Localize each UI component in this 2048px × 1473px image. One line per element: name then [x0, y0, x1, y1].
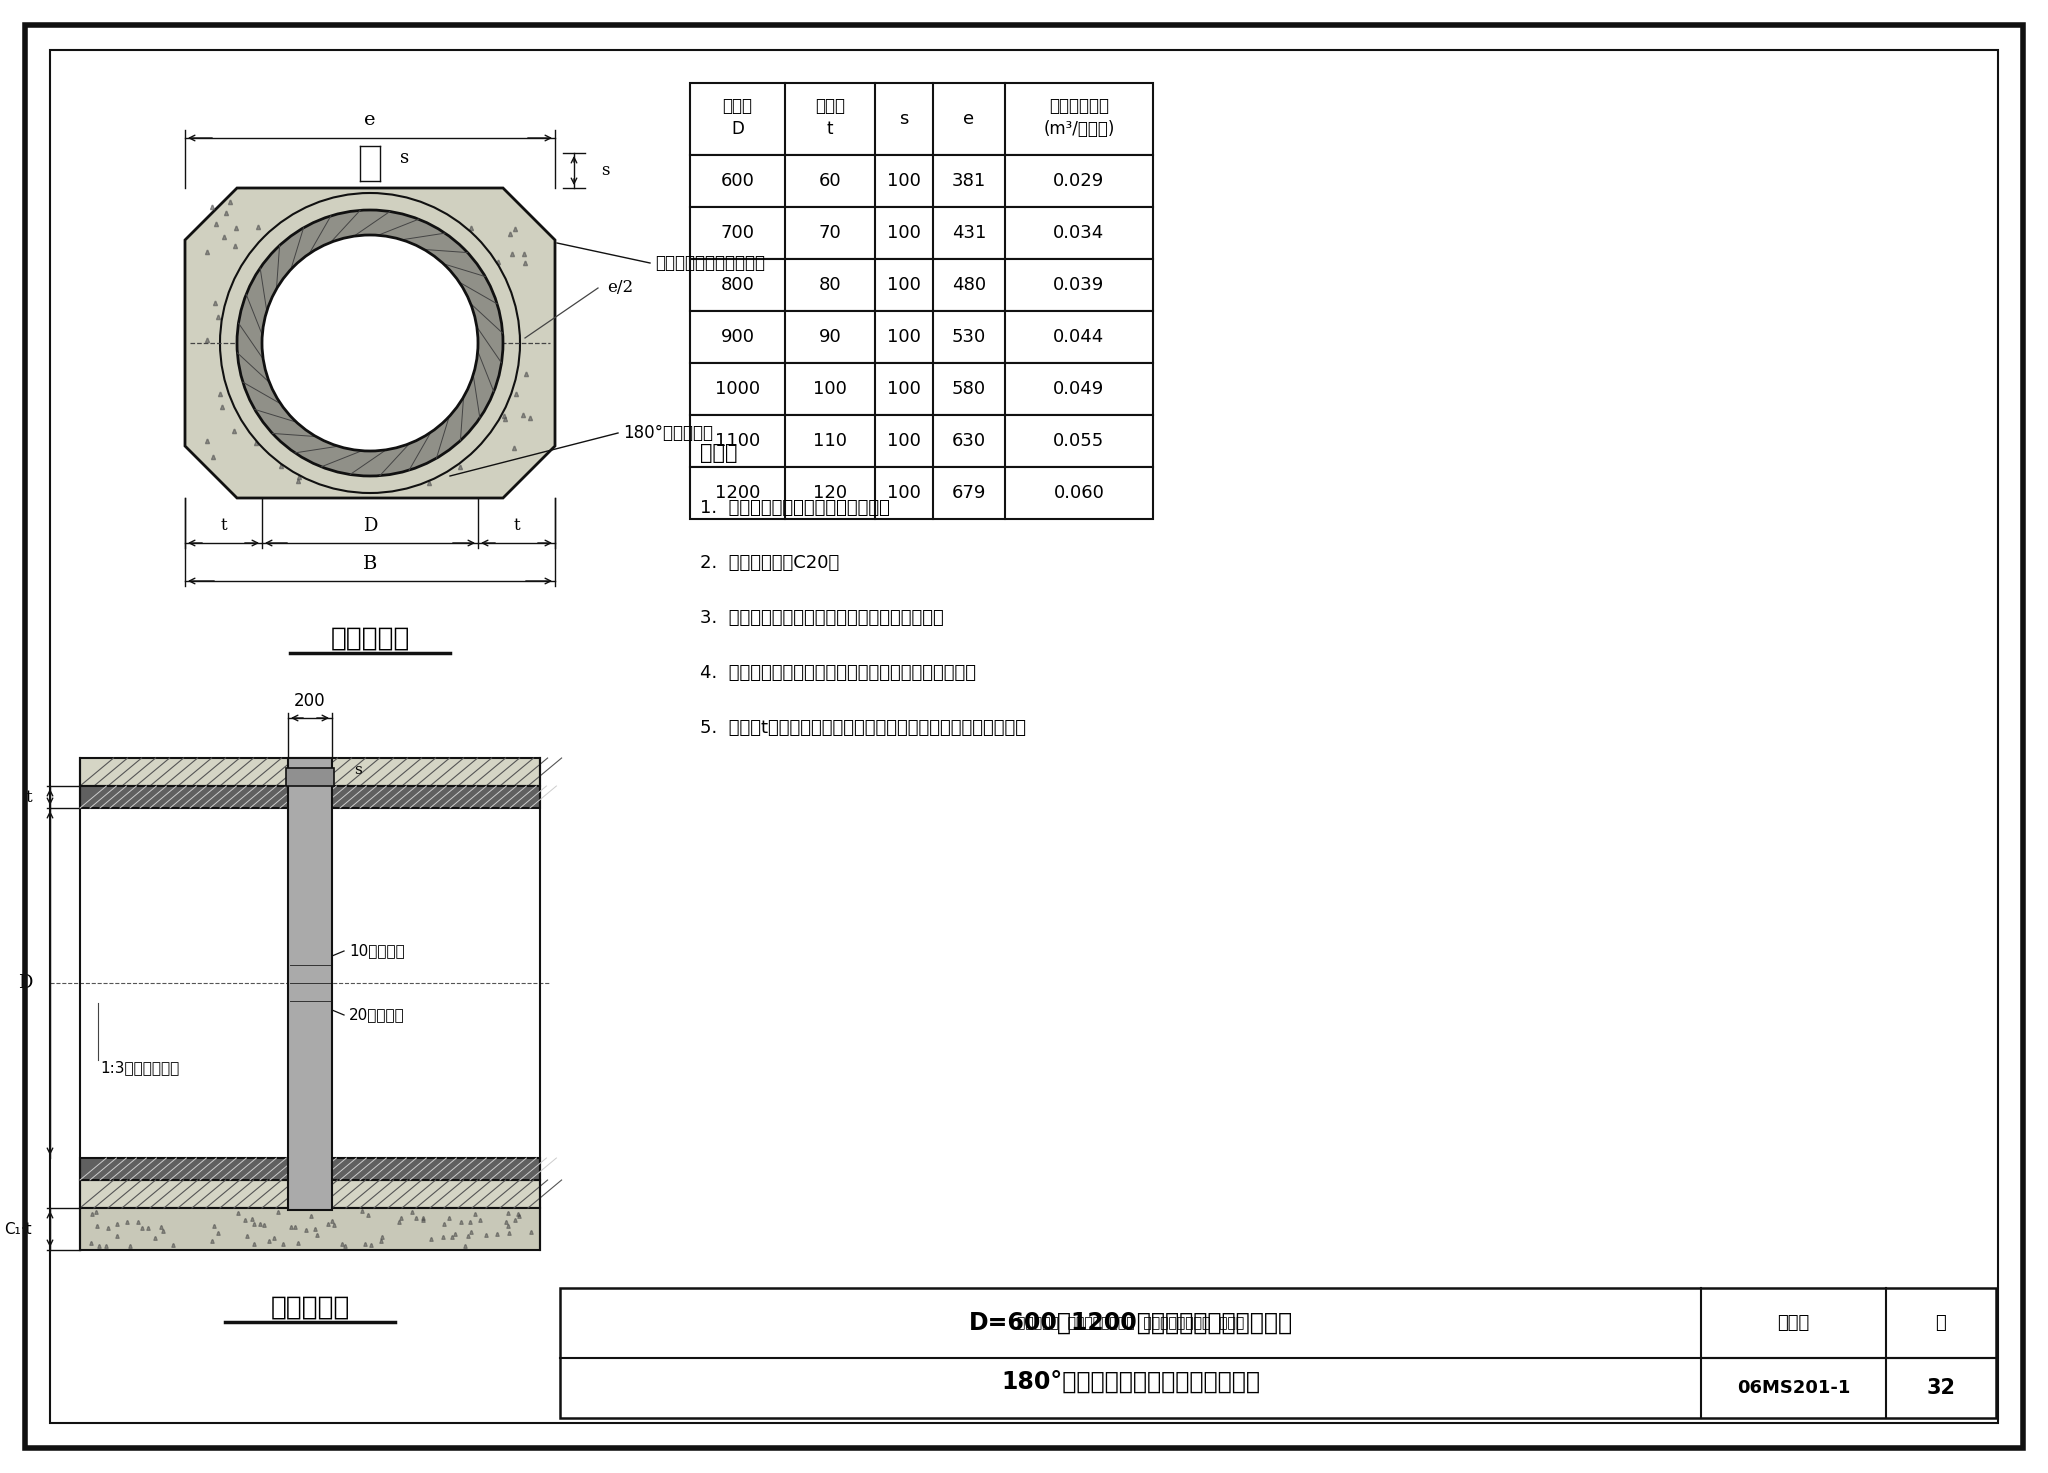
Text: 3.  在现浇套环宽度内管外壁凿毛、刷净、润湿。: 3. 在现浇套环宽度内管外壁凿毛、刷净、润湿。	[700, 608, 944, 627]
Text: 100: 100	[887, 328, 922, 346]
Text: s: s	[401, 149, 410, 166]
Text: B: B	[362, 555, 377, 573]
Text: s: s	[600, 162, 610, 180]
Text: 接口纵断面: 接口纵断面	[270, 1295, 350, 1321]
Text: D: D	[18, 974, 33, 991]
Bar	[559, 1287, 1997, 1418]
Bar	[80, 1180, 541, 1208]
Text: 100: 100	[887, 380, 922, 398]
Text: e: e	[365, 110, 375, 130]
Bar	[690, 155, 1153, 208]
Text: 100: 100	[887, 432, 922, 449]
Text: D=600～1200钢筋混凝土平口及企口管: D=600～1200钢筋混凝土平口及企口管	[969, 1311, 1292, 1335]
Text: D: D	[731, 119, 743, 138]
Text: 100: 100	[887, 172, 922, 190]
Circle shape	[238, 211, 504, 476]
Text: 0.039: 0.039	[1053, 275, 1104, 295]
Text: 530: 530	[952, 328, 987, 346]
Text: 0.029: 0.029	[1053, 172, 1104, 190]
Text: 说明：: 说明：	[700, 443, 737, 463]
Text: e/2: e/2	[606, 280, 633, 296]
Text: 管内径: 管内径	[723, 97, 752, 115]
Text: 600: 600	[721, 172, 754, 190]
Text: 审核王镶山  叶怀山校对盛奕节  戏秀节设计温丽晖  温则生: 审核王镶山 叶怀山校对盛奕节 戏秀节设计温丽晖 温则生	[1018, 1315, 1243, 1330]
Text: 70: 70	[819, 224, 842, 242]
Text: (m³/每个口): (m³/每个口)	[1042, 119, 1114, 138]
Text: 900: 900	[721, 328, 754, 346]
Text: 0.049: 0.049	[1053, 380, 1104, 398]
Text: 4.  填缝水泥砂浆量参见钢丝网水泥砂浆抹带接口做法。: 4. 填缝水泥砂浆量参见钢丝网水泥砂浆抹带接口做法。	[700, 664, 977, 682]
Text: 120: 120	[813, 485, 848, 502]
Bar	[287, 767, 334, 787]
Text: t: t	[25, 788, 33, 806]
Bar	[80, 787, 541, 809]
Bar	[690, 467, 1153, 518]
Text: 60: 60	[819, 172, 842, 190]
Text: 580: 580	[952, 380, 985, 398]
Text: 180°混凝土管基: 180°混凝土管基	[623, 424, 713, 442]
Text: 1000: 1000	[715, 380, 760, 398]
Text: e: e	[963, 110, 975, 128]
Text: 100: 100	[887, 224, 922, 242]
Text: 200: 200	[295, 692, 326, 710]
Text: 2.  套环混凝土为C20。: 2. 套环混凝土为C20。	[700, 554, 840, 572]
Text: 110: 110	[813, 432, 848, 449]
Text: t: t	[221, 517, 227, 535]
Text: s: s	[354, 763, 362, 776]
Bar	[80, 759, 541, 787]
Text: 480: 480	[952, 275, 985, 295]
Text: 700: 700	[721, 224, 754, 242]
Text: 100: 100	[887, 275, 922, 295]
Polygon shape	[184, 189, 555, 498]
Text: 0.034: 0.034	[1053, 224, 1104, 242]
Text: t: t	[514, 517, 520, 535]
Text: 1100: 1100	[715, 432, 760, 449]
Circle shape	[262, 236, 477, 451]
Bar	[690, 311, 1153, 362]
Text: 630: 630	[952, 432, 985, 449]
Text: 431: 431	[952, 224, 987, 242]
Text: 1200: 1200	[715, 485, 760, 502]
Text: 图集号: 图集号	[1778, 1314, 1810, 1332]
Text: 套环混凝土量: 套环混凝土量	[1049, 97, 1110, 115]
Bar	[80, 1158, 541, 1180]
Text: 180°混凝土基础现浇混凝土套环接口: 180°混凝土基础现浇混凝土套环接口	[1001, 1370, 1260, 1393]
Circle shape	[219, 193, 520, 493]
Text: 80: 80	[819, 275, 842, 295]
Text: 0.044: 0.044	[1053, 328, 1104, 346]
Bar	[690, 415, 1153, 467]
Text: 10（平口）: 10（平口）	[348, 944, 406, 959]
Text: 管基与套环相接处应凿毛: 管基与套环相接处应凿毛	[655, 253, 766, 273]
Text: 20（企口）: 20（企口）	[348, 1008, 406, 1022]
Text: 100: 100	[887, 485, 922, 502]
Text: 381: 381	[952, 172, 987, 190]
Text: 679: 679	[952, 485, 987, 502]
Text: 0.055: 0.055	[1053, 432, 1104, 449]
Text: s: s	[899, 110, 909, 128]
Text: 页: 页	[1935, 1314, 1946, 1332]
Bar	[289, 759, 332, 1209]
Text: 1.  本图适用于雨、污水及合流管道。: 1. 本图适用于雨、污水及合流管道。	[700, 499, 891, 517]
Text: 800: 800	[721, 275, 754, 295]
Text: 0.060: 0.060	[1053, 485, 1104, 502]
Bar	[80, 1208, 541, 1251]
Bar	[690, 259, 1153, 311]
Text: t: t	[827, 119, 834, 138]
Text: 1:3水泥砂浆填缝: 1:3水泥砂浆填缝	[100, 1061, 180, 1075]
Bar	[690, 362, 1153, 415]
Text: D: D	[362, 517, 377, 535]
Text: 管壁厚: 管壁厚	[815, 97, 846, 115]
Bar	[690, 82, 1153, 155]
Text: 32: 32	[1927, 1379, 1956, 1398]
Text: 100: 100	[813, 380, 848, 398]
Bar	[690, 208, 1153, 259]
Text: 接口横断面: 接口横断面	[330, 626, 410, 653]
Text: C₁·t: C₁·t	[4, 1221, 33, 1236]
Text: 90: 90	[819, 328, 842, 346]
Text: 06MS201-1: 06MS201-1	[1737, 1379, 1849, 1396]
Text: 5.  管壁厚t不同于表列值时，本图尺寸及工程数量应做相应调整。: 5. 管壁厚t不同于表列值时，本图尺寸及工程数量应做相应调整。	[700, 719, 1026, 736]
